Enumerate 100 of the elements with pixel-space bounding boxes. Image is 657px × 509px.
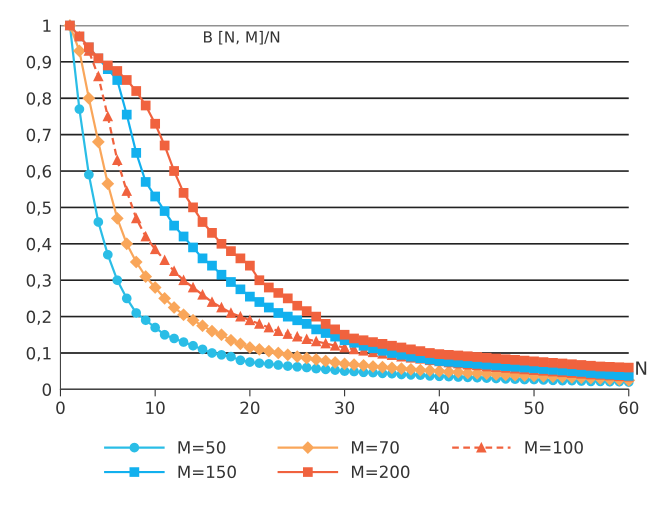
point	[302, 362, 312, 372]
point	[112, 66, 122, 76]
point	[73, 44, 86, 58]
legend-label: M=70	[352, 441, 399, 454]
point	[548, 358, 558, 368]
point	[329, 356, 342, 369]
point	[433, 365, 446, 378]
x-tick-label: 30	[335, 401, 354, 414]
x-axis-title: N	[636, 362, 646, 375]
point	[236, 254, 246, 264]
y-tick-label: 0,9	[26, 56, 51, 70]
point	[140, 232, 151, 242]
point	[112, 155, 122, 165]
point	[122, 110, 132, 120]
point	[300, 352, 313, 364]
point	[207, 348, 217, 358]
point	[236, 312, 246, 322]
point	[254, 297, 264, 307]
point	[150, 322, 160, 332]
point	[169, 266, 179, 276]
y-tick-label: 0,2	[26, 310, 50, 325]
legend-label: M=200	[352, 466, 410, 478]
y-axis-title: B [N, M]/N	[204, 30, 280, 45]
point	[140, 270, 152, 283]
point	[206, 325, 218, 338]
point	[236, 355, 246, 366]
point	[216, 350, 226, 360]
point	[150, 118, 160, 129]
point	[595, 362, 606, 372]
point	[368, 337, 378, 347]
point	[520, 356, 530, 366]
y-tick-label: 0,5	[26, 201, 51, 216]
point	[491, 354, 502, 364]
point	[442, 366, 455, 378]
point	[291, 350, 304, 363]
point	[168, 301, 180, 314]
point	[120, 238, 133, 250]
point	[178, 337, 188, 347]
point	[112, 275, 122, 286]
point	[131, 86, 142, 96]
point	[140, 315, 151, 326]
point	[311, 336, 322, 346]
point	[140, 177, 151, 187]
point	[320, 328, 331, 338]
point	[102, 178, 114, 190]
point	[273, 308, 284, 318]
point	[178, 275, 188, 286]
x-tick-label: 60	[619, 401, 638, 414]
y-tick-label: 0,3	[26, 274, 51, 288]
point	[404, 363, 417, 376]
point	[226, 246, 236, 256]
y-tick-label: 1	[43, 20, 51, 32]
point	[122, 186, 132, 196]
point	[216, 302, 226, 312]
point	[406, 344, 416, 354]
point	[614, 362, 624, 372]
point	[624, 362, 634, 372]
point	[567, 359, 577, 370]
point	[320, 354, 332, 368]
point	[130, 256, 142, 268]
point	[348, 358, 360, 371]
point	[92, 136, 104, 148]
point	[472, 352, 482, 362]
point	[149, 281, 162, 294]
point	[262, 345, 275, 358]
point	[226, 352, 236, 362]
point	[82, 92, 95, 104]
point	[93, 217, 104, 227]
point	[188, 202, 198, 212]
point	[122, 75, 132, 85]
point	[311, 324, 322, 334]
point	[245, 292, 255, 302]
point	[330, 340, 340, 351]
point	[207, 260, 217, 271]
point	[131, 148, 142, 158]
point	[215, 328, 228, 341]
point	[158, 292, 171, 304]
point	[169, 166, 179, 176]
point	[188, 340, 198, 351]
point	[273, 360, 284, 370]
point	[234, 338, 247, 350]
point	[292, 315, 302, 326]
point	[188, 242, 198, 252]
point	[282, 361, 293, 371]
point	[311, 312, 322, 322]
x-tick-label: 10	[146, 401, 165, 414]
point	[414, 364, 426, 376]
point	[292, 362, 302, 372]
point	[245, 315, 255, 326]
point	[169, 334, 179, 344]
y-tick-label: 0,7	[26, 128, 51, 143]
point	[378, 339, 388, 349]
point	[150, 244, 160, 254]
point	[396, 342, 406, 352]
point	[424, 364, 436, 377]
y-tick-label: 0	[42, 383, 52, 396]
point	[169, 220, 179, 230]
point	[198, 217, 208, 227]
legend-label: M=150	[178, 466, 236, 478]
point	[150, 192, 160, 202]
